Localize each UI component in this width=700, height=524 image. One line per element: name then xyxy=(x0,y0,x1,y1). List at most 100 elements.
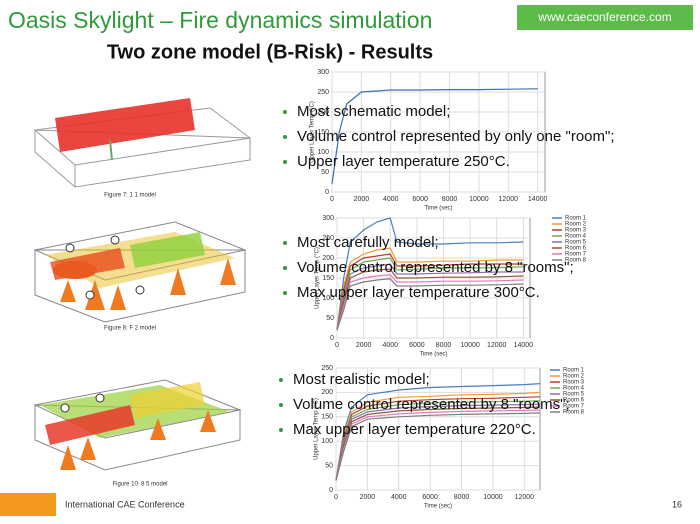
y-tick-label: 100 xyxy=(322,295,334,302)
bullet-text: Max upper layer temperature 300°C. xyxy=(297,284,540,301)
y-tick-label: 100 xyxy=(317,149,329,156)
legend-label: Room 4 xyxy=(565,234,587,240)
footer-block xyxy=(0,493,56,516)
bullet-dot xyxy=(279,428,283,432)
y-tick-label: 300 xyxy=(317,69,329,76)
series-line xyxy=(336,268,524,331)
page-number: 16 xyxy=(672,499,682,509)
title: Oasis Skylight – Fire dynamics simulatio… xyxy=(8,7,432,33)
x-tick-label: 4000 xyxy=(383,196,399,203)
url-badge xyxy=(517,5,693,30)
x-tick-label: 6000 xyxy=(422,494,438,501)
bullet-text: Most schematic model; xyxy=(297,103,450,120)
legend-label: Room 3 xyxy=(563,380,585,386)
y-tick-label: 250 xyxy=(322,235,334,242)
bullet-text: Upper layer temperature 250°C. xyxy=(297,153,510,170)
legend-label: Room 8 xyxy=(563,410,585,416)
subtitle: Two zone model (B-Risk) - Results xyxy=(107,41,433,63)
bullet-dot xyxy=(283,160,287,164)
y-axis-label: Upper Layer Temp (°C) xyxy=(315,247,321,309)
legend-label: Room 1 xyxy=(565,216,587,222)
figure-caption: Figure 8: F 2 model xyxy=(104,326,156,332)
x-axis-label: Time (sec) xyxy=(424,504,452,510)
legend-label: Room 5 xyxy=(565,240,587,246)
bullets: Most schematic model; Volume control repr… xyxy=(279,103,615,438)
x-tick-label: 10000 xyxy=(483,494,503,501)
y-tick-label: 50 xyxy=(325,462,333,469)
y-tick-label: 200 xyxy=(317,109,329,116)
y-axis-label: Upper Layer Temp (°C) xyxy=(314,398,320,460)
bullet-text: Volume control represented by 8 "rooms"; xyxy=(297,259,574,276)
bullet-dot xyxy=(283,135,287,139)
legend-label: Room 3 xyxy=(565,228,587,234)
x-tick-label: 6000 xyxy=(409,342,425,349)
series-line xyxy=(335,403,541,481)
y-tick-label: 250 xyxy=(317,89,329,96)
legend-label: Room 2 xyxy=(565,222,587,228)
x-axis-label: Time (sec) xyxy=(419,352,447,358)
series-line xyxy=(335,396,541,481)
bullet-dot xyxy=(283,110,287,114)
bullet-dot xyxy=(283,291,287,295)
legend-label: Room 6 xyxy=(563,398,585,404)
x-tick-label: 14000 xyxy=(514,342,534,349)
x-tick-label: 4000 xyxy=(391,494,407,501)
bullet-text: Max upper layer temperature 220°C. xyxy=(293,421,536,438)
y-tick-label: 250 xyxy=(321,365,333,372)
y-axis-label: Upper Layer Temp (°C) xyxy=(310,101,316,163)
x-tick-label: 12000 xyxy=(515,494,535,501)
legend-label: Room 8 xyxy=(565,258,587,264)
model-figure xyxy=(33,98,252,188)
y-tick-label: 200 xyxy=(321,389,333,396)
y-tick-label: 150 xyxy=(321,414,333,421)
legend-label: Room 5 xyxy=(563,392,585,398)
series-line xyxy=(335,409,541,481)
bullet-text: Most carefully model; xyxy=(297,234,439,251)
y-tick-label: 50 xyxy=(321,169,329,176)
series-line xyxy=(335,383,541,481)
series-line xyxy=(336,217,524,331)
series-line xyxy=(335,412,541,481)
bullet-dot xyxy=(283,241,287,245)
x-tick-label: 2000 xyxy=(354,196,370,203)
model-figure xyxy=(33,221,247,323)
model-figure xyxy=(33,379,242,471)
x-tick-label: 6000 xyxy=(412,196,428,203)
legend-label: Room 7 xyxy=(565,252,587,258)
y-tick-label: 0 xyxy=(325,189,329,196)
x-axis-label: Time (sec) xyxy=(424,206,452,212)
x-tick-label: 2000 xyxy=(356,342,372,349)
legend-label: Room 1 xyxy=(563,368,585,374)
x-tick-label: 4000 xyxy=(382,342,398,349)
series-line xyxy=(335,406,541,481)
x-tick-label: 0 xyxy=(334,494,338,501)
series-line xyxy=(336,274,524,331)
x-tick-label: 10000 xyxy=(469,196,489,203)
bullet-dot xyxy=(279,403,283,407)
x-tick-label: 12000 xyxy=(487,342,507,349)
bullet-text: Volume control represented by only one "… xyxy=(297,128,615,145)
legend-label: Room 7 xyxy=(563,404,585,410)
y-tick-label: 300 xyxy=(322,215,334,222)
bullet-dot xyxy=(283,266,287,270)
x-tick-label: 10000 xyxy=(460,342,480,349)
footer-org: International CAE Conference xyxy=(65,499,185,509)
series-line xyxy=(336,278,524,331)
bullet-text: Volume control represented by 8 "rooms"; xyxy=(293,396,570,413)
y-tick-label: 0 xyxy=(329,487,333,494)
legend-label: Room 6 xyxy=(565,246,587,252)
series-line xyxy=(335,400,541,481)
y-tick-label: 0 xyxy=(330,335,334,342)
series-line xyxy=(336,257,524,331)
y-tick-label: 100 xyxy=(321,438,333,445)
legend-label: Room 2 xyxy=(563,374,585,380)
series-line xyxy=(336,253,524,331)
x-tick-label: 8000 xyxy=(454,494,470,501)
x-tick-label: 8000 xyxy=(442,196,458,203)
x-tick-label: 0 xyxy=(330,196,334,203)
series-line xyxy=(336,263,524,331)
y-tick-label: 150 xyxy=(322,275,334,282)
x-tick-label: 0 xyxy=(335,342,339,349)
